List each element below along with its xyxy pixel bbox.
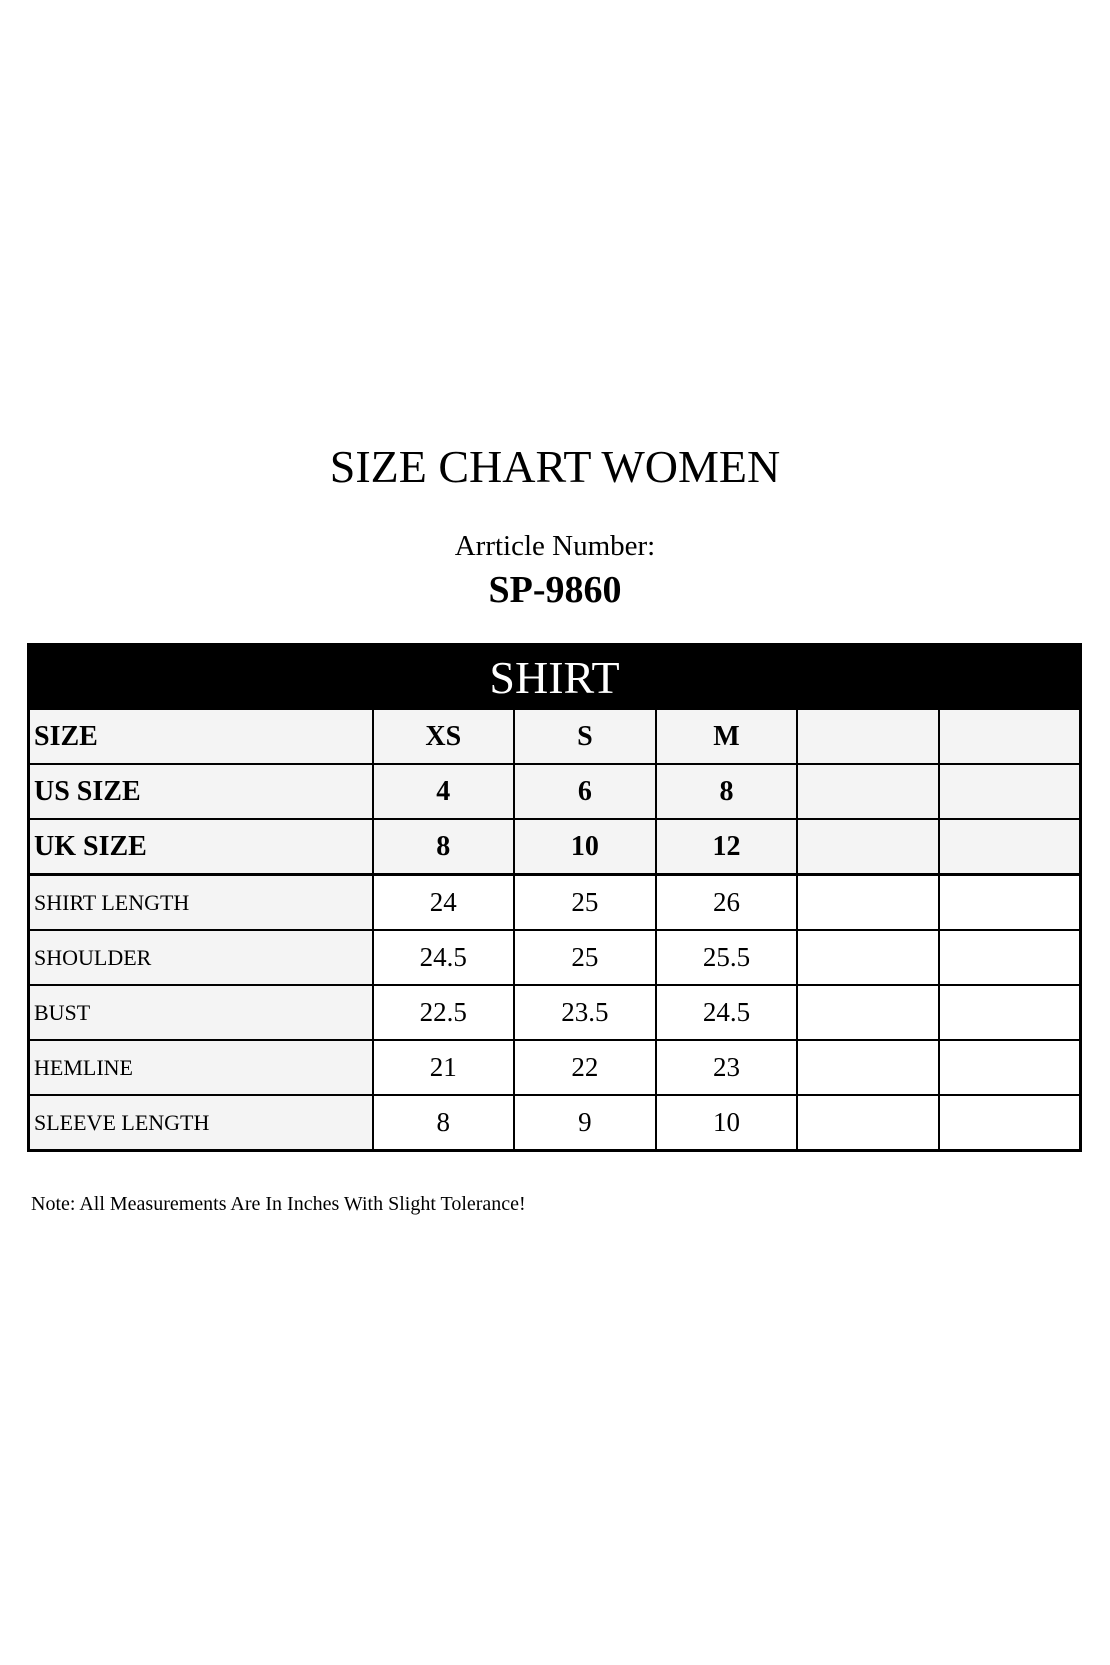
row-label: SLEEVE LENGTH	[27, 1094, 374, 1152]
table-row: SIZE XS S M	[27, 708, 1082, 765]
row-label: SHIRT LENGTH	[27, 873, 374, 931]
table-cell: 6	[513, 763, 657, 820]
table-row: HEMLINE 21 22 23	[27, 1039, 1082, 1096]
table-cell	[937, 763, 1082, 820]
size-chart-table: SHIRT SIZE XS S M US SIZE 4 6 8 UK SIZE 8 10 12 SHIR…	[27, 643, 1082, 1152]
row-label: SHOULDER	[27, 929, 374, 986]
table-cell	[937, 818, 1082, 876]
table-cell: M	[654, 708, 799, 765]
table-cell: 24.5	[654, 984, 799, 1041]
table-cell	[937, 873, 1082, 931]
table-cell	[937, 984, 1082, 1041]
table-row: UK SIZE 8 10 12	[27, 818, 1082, 876]
table-cell	[796, 1039, 940, 1096]
row-label: US SIZE	[27, 763, 374, 820]
table-cell	[796, 763, 940, 820]
table-cell: 10	[513, 818, 657, 876]
table-cell: 22.5	[371, 984, 516, 1041]
table-cell: 25	[513, 873, 657, 931]
table-row: SHIRT LENGTH 24 25 26	[27, 873, 1082, 931]
table-cell: 10	[654, 1094, 799, 1152]
table-cell: 26	[654, 873, 799, 931]
note: Note: All Measurements Are In Inches Wit…	[31, 1193, 526, 1215]
table-cell: 21	[371, 1039, 516, 1096]
row-label: UK SIZE	[27, 818, 374, 876]
table-cell: 12	[654, 818, 799, 876]
row-label: BUST	[27, 984, 374, 1041]
table-cell: XS	[371, 708, 516, 765]
table-cell	[796, 708, 940, 765]
page-title: SIZE CHART WOMEN	[329, 441, 781, 492]
table-row: US SIZE 4 6 8	[27, 763, 1082, 820]
section-header: SHIRT	[28, 644, 1081, 709]
table-cell: 8	[371, 818, 516, 876]
row-label: HEMLINE	[27, 1039, 374, 1096]
row-label: SIZE	[27, 708, 374, 765]
table-cell: 24.5	[371, 929, 516, 986]
article-label: Arrticle Number:	[454, 530, 656, 562]
table-cell	[796, 873, 940, 931]
table-row: SHOULDER 24.5 25 25.5	[27, 929, 1082, 986]
table-cell: 25	[513, 929, 657, 986]
table-cell: 23.5	[513, 984, 657, 1041]
table-cell: 8	[371, 1094, 516, 1152]
table-cell	[937, 1094, 1082, 1152]
table-cell	[937, 929, 1082, 986]
table-cell	[796, 984, 940, 1041]
table-cell: 23	[654, 1039, 799, 1096]
table-cell: 24	[371, 873, 516, 931]
table-cell	[937, 708, 1082, 765]
table-cell	[796, 929, 940, 986]
table-cell: 4	[371, 763, 516, 820]
table-cell: S	[513, 708, 657, 765]
article-number: SP-9860	[488, 569, 622, 611]
table-row: BUST 22.5 23.5 24.5	[27, 984, 1082, 1041]
table-cell	[796, 818, 940, 876]
table-cell: 25.5	[654, 929, 799, 986]
table-cell	[796, 1094, 940, 1152]
table-cell	[937, 1039, 1082, 1096]
table-row: SLEEVE LENGTH 8 9 10	[27, 1094, 1082, 1152]
table-cell: 8	[654, 763, 799, 820]
table-cell: 22	[513, 1039, 657, 1096]
table-cell: 9	[513, 1094, 657, 1152]
